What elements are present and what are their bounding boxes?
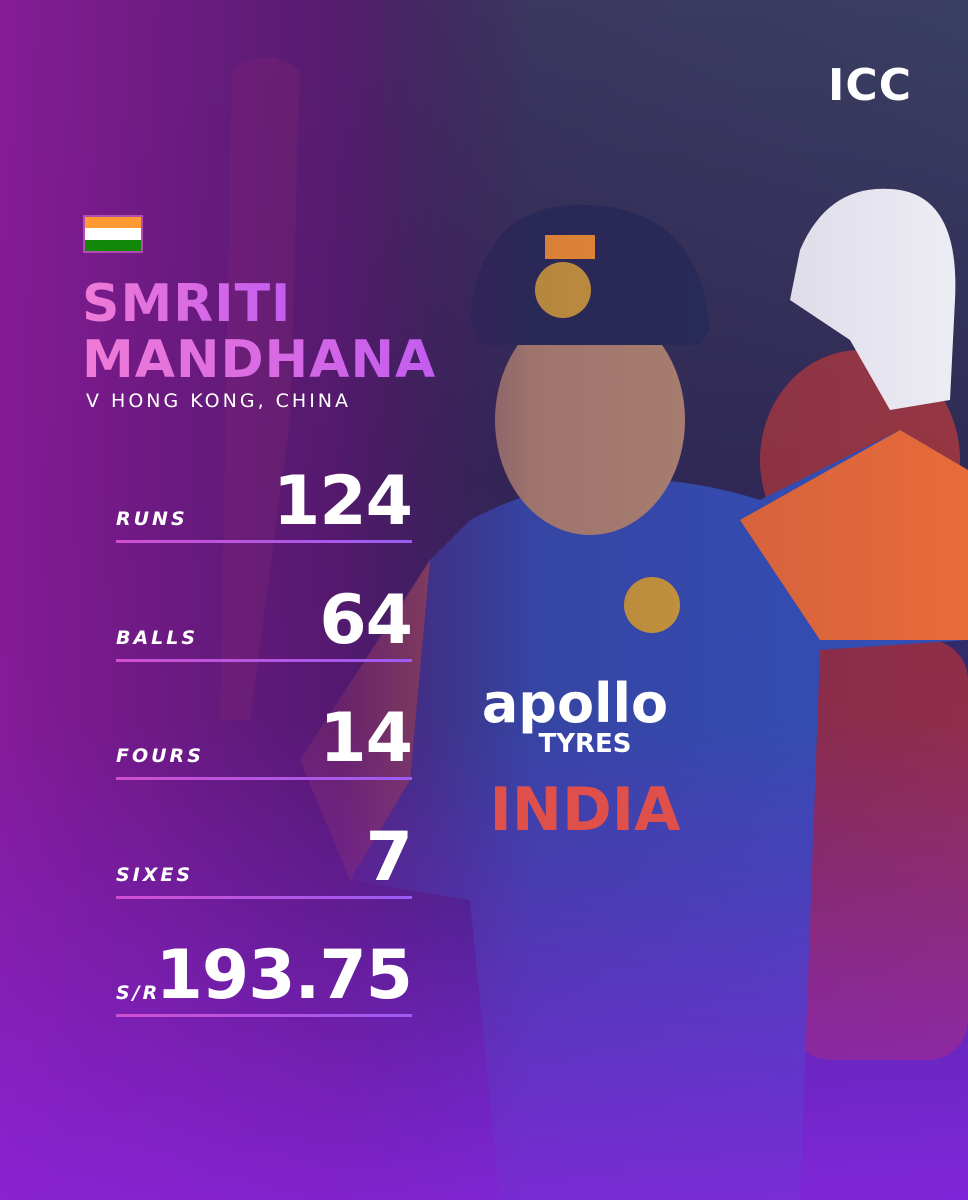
divider	[116, 658, 412, 662]
stat-value: 193.75	[155, 936, 413, 1015]
stat-label: SIXES	[116, 863, 194, 886]
jersey-sponsor-line2: TYRES	[538, 729, 631, 759]
logo: ICC	[828, 60, 912, 111]
first-name: SMRITI	[82, 274, 292, 334]
jersey-sponsor: apollo	[482, 672, 668, 735]
divider	[116, 540, 412, 543]
stat-label: RUNS	[116, 508, 188, 530]
jersey-team: INDIA	[489, 775, 681, 845]
divider	[116, 777, 412, 780]
stat-label: FOURS	[116, 745, 204, 767]
stat-value: 14	[319, 699, 413, 778]
stat-value: 64	[319, 580, 413, 660]
divider	[116, 1014, 412, 1017]
stat-value: 124	[273, 462, 413, 541]
divider	[116, 895, 412, 899]
opponent: V HONG KONG, CHINA	[86, 390, 352, 412]
last-name: MANDHANA	[82, 330, 437, 390]
stat-value: 7	[365, 817, 413, 897]
stat-label: S/R	[116, 982, 161, 1004]
flag	[83, 215, 143, 253]
stat-label: BALLS	[116, 626, 199, 649]
